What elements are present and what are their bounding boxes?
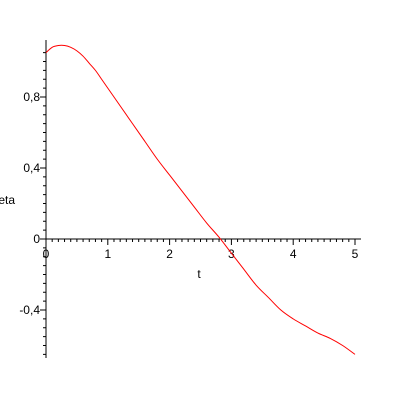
x-tick-label: 2 (166, 247, 173, 261)
tick-labels: 0 1 2 3 4 50,80,40-0,4 (19, 90, 358, 317)
y-axis-label: eta (0, 193, 15, 207)
y-tick-label: 0 (33, 232, 40, 246)
y-tick-label: 0,8 (23, 90, 40, 104)
x-tick-label: 4 (290, 247, 297, 261)
x-tick-label: 1 (104, 247, 111, 261)
axes (45, 40, 361, 358)
major-ticks (40, 96, 356, 311)
y-tick-label: -0,4 (19, 303, 40, 317)
x-axis-label: t (197, 267, 201, 281)
x-tick-label: 5 (352, 247, 359, 261)
minor-ticks (43, 52, 350, 355)
series-layer (45, 44, 356, 355)
y-tick-label: 0,4 (23, 161, 40, 175)
x-tick-label: 0 (43, 247, 50, 261)
series-line (45, 44, 356, 355)
